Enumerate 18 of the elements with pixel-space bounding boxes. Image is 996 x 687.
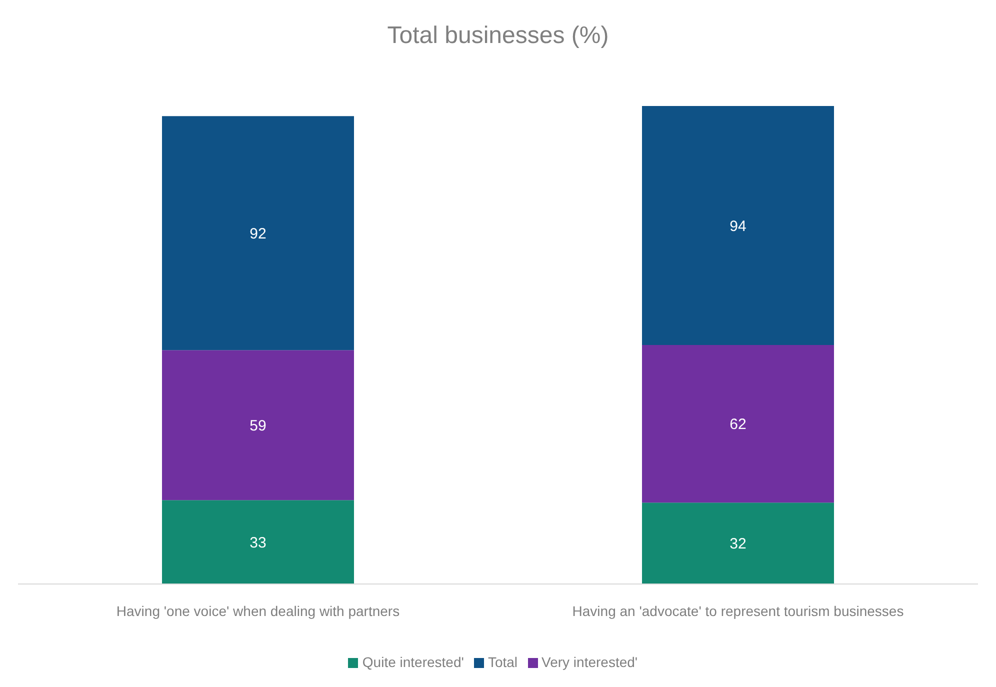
bar [642,502,834,584]
chart-title: Total businesses (%) [386,21,610,51]
bar [162,350,354,500]
bar [162,500,354,584]
data-label: 32 [730,536,746,553]
data-label: 33 [250,534,266,552]
legend-label: Quite interested' [362,654,464,670]
bar [162,116,354,350]
data-label: 92 [250,225,266,242]
bar [642,106,834,345]
data-label: 59 [250,417,266,434]
data-label: 62 [730,416,746,434]
legend-label: Very interested' [542,654,638,670]
bar [642,345,834,503]
data-label: 94 [730,218,746,235]
x-tick-label: Having an 'advocate' to represent tourism businesses [572,602,904,619]
x-tick-label: Having 'one voice' when dealing with partners [116,602,400,619]
legend-label: Total [488,654,518,670]
